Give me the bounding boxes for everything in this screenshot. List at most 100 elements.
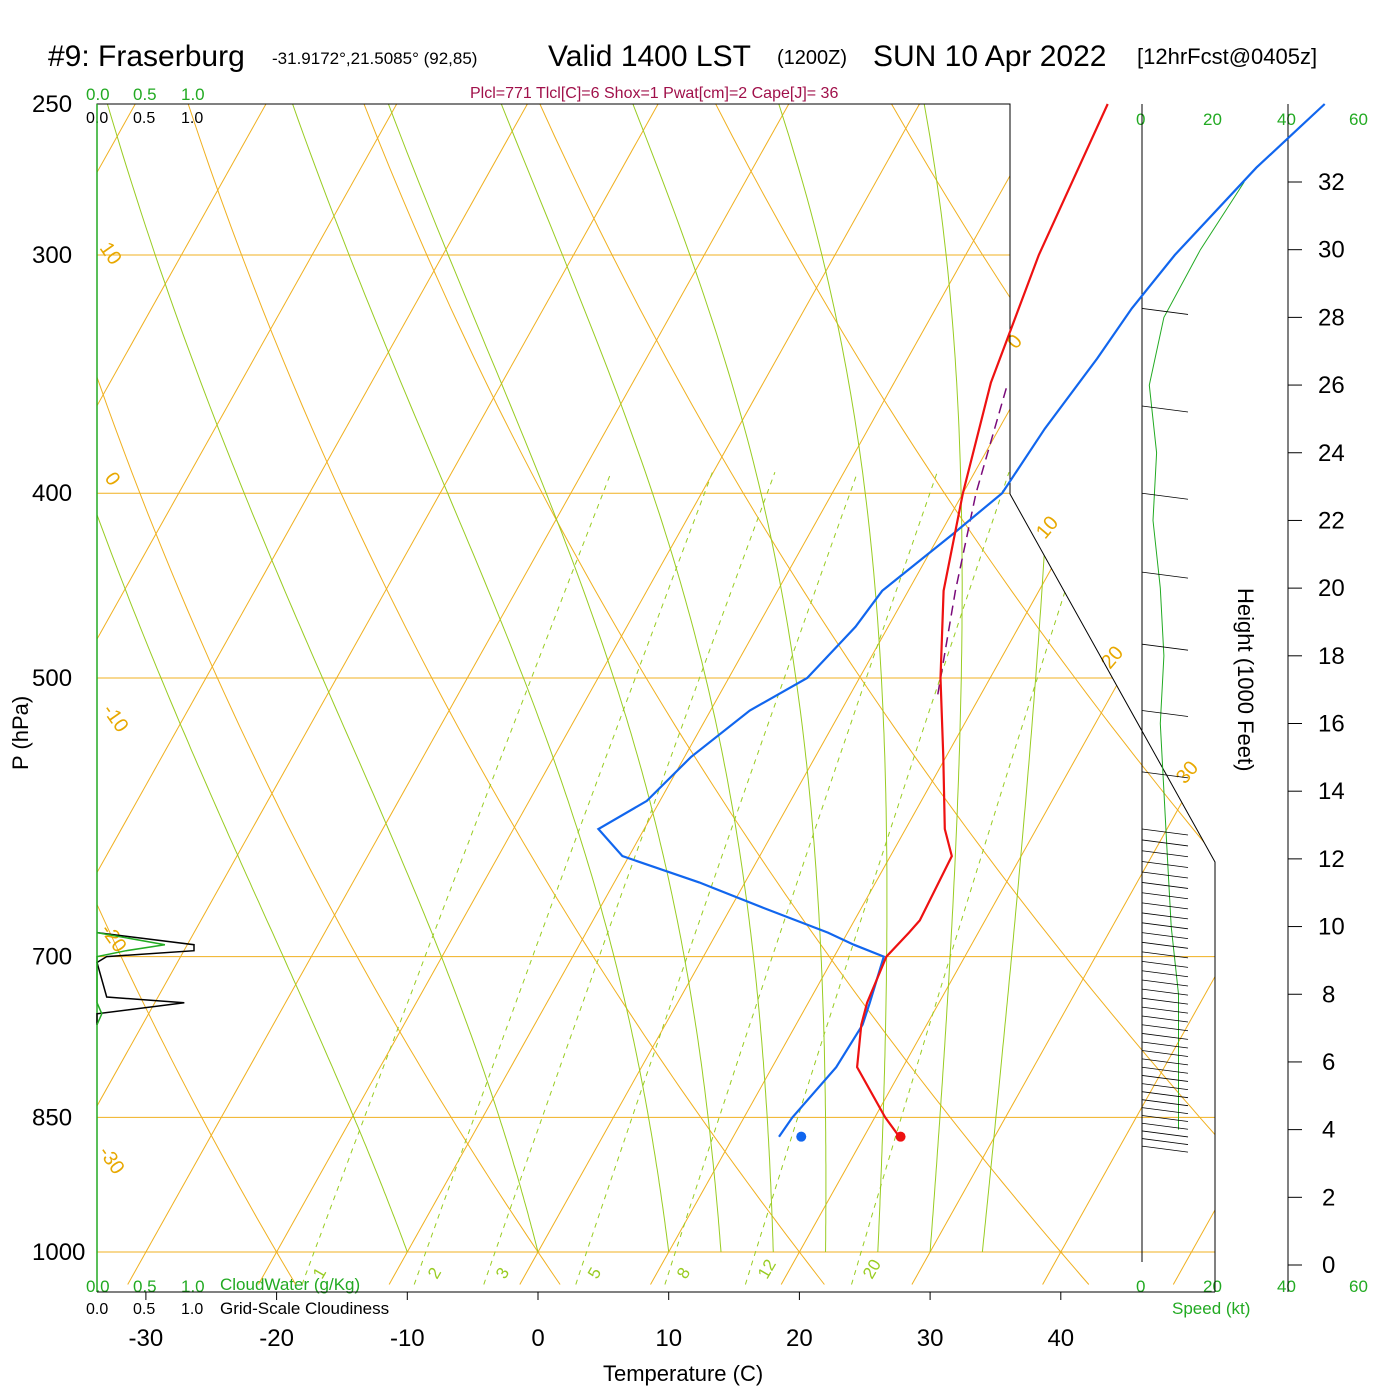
moist-adiabat — [500, 104, 774, 1253]
isotherm-label: 10 — [95, 238, 126, 269]
dry-adiabat — [0, 70, 31, 1284]
wind-barb — [1141, 1145, 1189, 1153]
y-axis-title: P (hPa) — [8, 696, 33, 770]
x-tick-label: 0 — [531, 1325, 544, 1352]
wind-barb — [1141, 912, 1189, 920]
svg-text:0.5: 0.5 — [133, 110, 155, 127]
height-tick-label: 16 — [1318, 711, 1345, 738]
wind-barb — [1141, 1083, 1189, 1091]
wind-barb — [1141, 951, 1189, 959]
isotherm-line — [911, 104, 1215, 1285]
isotherm-line — [0, 70, 24, 1284]
svg-text:40: 40 — [1277, 1277, 1296, 1296]
height-tick-label: 6 — [1322, 1049, 1335, 1076]
wind-barb — [1141, 932, 1189, 940]
svg-text:1.0: 1.0 — [181, 110, 203, 127]
wind-barb — [1141, 405, 1189, 413]
height-tick-label: 26 — [1318, 372, 1345, 399]
svg-text:40: 40 — [1277, 110, 1296, 129]
isotherm-label: 0 — [100, 468, 124, 490]
wind-barb — [1141, 308, 1189, 315]
forecast-label: [12hrFcst@0405z] — [1137, 44, 1317, 69]
height-tick-label: 22 — [1318, 507, 1345, 534]
wind-speed-line — [1148, 181, 1245, 1130]
cloudwater-profile — [96, 931, 166, 1026]
pressure-tick-label: 1000 — [32, 1239, 85, 1266]
moist-adiabat — [97, 104, 408, 1253]
dewpoint-line — [596, 103, 1326, 1138]
height-tick-label: 0 — [1322, 1252, 1335, 1279]
svg-text:0.0: 0.0 — [86, 85, 110, 104]
wind-barb — [1141, 571, 1189, 579]
isotherm-line — [97, 104, 286, 1285]
wind-barb — [1141, 1033, 1189, 1040]
parcel-line — [937, 382, 1009, 695]
isotherm-line — [1042, 104, 1215, 1285]
mixing-ratio-line — [301, 472, 612, 1285]
height-tick-label: 2 — [1322, 1184, 1335, 1211]
pressure-tick-label: 400 — [32, 480, 72, 507]
mixing-ratio-line — [664, 472, 938, 1285]
x-tick-label: -30 — [129, 1325, 164, 1352]
svg-text:0.5: 0.5 — [133, 85, 157, 104]
mixing-ratio-line — [851, 472, 1104, 1285]
sounding-params: Plcl=771 Tlcl[C]=6 Shox=1 Pwat[cm]=2 Cap… — [470, 85, 838, 102]
dry-adiabat — [97, 104, 561, 1285]
mixing-ratio-label: 5 — [584, 1264, 605, 1282]
wind-barb — [1141, 997, 1189, 1005]
isotherm-line — [1172, 104, 1215, 1285]
wind-barb — [1141, 922, 1189, 930]
wind-barb — [1141, 710, 1189, 717]
wind-barb — [1141, 1066, 1189, 1074]
surface-temperature-point — [895, 1131, 906, 1142]
isotherm-line — [257, 104, 939, 1285]
svg-text:0: 0 — [1136, 1277, 1145, 1296]
mixing-ratio-line — [744, 472, 1010, 1285]
moist-adiabat — [106, 104, 539, 1253]
svg-text:0: 0 — [1136, 110, 1145, 129]
valid-date: SUN 10 Apr 2022 — [873, 40, 1106, 73]
wind-panel-ticks: 0 20 40 60 0 20 40 60 Speed (kt) — [1136, 110, 1368, 1318]
dry-adiabat — [1045, 104, 1215, 1285]
x-tick-label: 40 — [1047, 1325, 1074, 1352]
station-coords: -31.9172°,21.5085° (92,85) — [272, 49, 477, 68]
height-tick-label: 12 — [1318, 846, 1345, 873]
isotherm-line — [97, 104, 417, 1285]
moist-adiabat — [292, 104, 670, 1253]
wind-barb — [1141, 1075, 1189, 1082]
cloudwater-label: CloudWater (g/Kg) — [220, 1275, 360, 1294]
wind-barb — [1141, 861, 1189, 868]
wind-barb — [1141, 1091, 1189, 1099]
wind-barb — [1141, 882, 1189, 889]
wind-barb — [1141, 892, 1189, 900]
height-tick-label: 28 — [1318, 304, 1345, 331]
pressure-tick-label: 500 — [32, 665, 72, 692]
wind-barb — [1141, 902, 1189, 910]
wind-barb — [1141, 979, 1189, 987]
x-tick-label: 30 — [917, 1325, 944, 1352]
mixing-ratio-line — [483, 472, 776, 1285]
dry-adiabat — [350, 104, 1090, 1285]
svg-text:20: 20 — [1203, 1277, 1222, 1296]
height-tick-label: 14 — [1318, 778, 1345, 805]
x-tick-label: 20 — [786, 1325, 813, 1352]
svg-text:1.0: 1.0 — [181, 1277, 205, 1296]
mixing-ratio-line — [413, 472, 713, 1285]
svg-text:0.0: 0.0 — [86, 1277, 110, 1296]
pressure-tick-label: 700 — [32, 944, 72, 971]
isotherm-line — [650, 104, 1215, 1285]
wind-barb — [1141, 839, 1189, 847]
height-tick-label: 24 — [1318, 440, 1345, 467]
isotherm-line — [780, 104, 1215, 1285]
isotherm-label: -30 — [94, 1142, 129, 1178]
pressure-tick-label: 250 — [32, 91, 72, 118]
svg-text:20: 20 — [1203, 110, 1222, 129]
dry-adiabat — [1394, 70, 1400, 1284]
x-axis-title: Temperature (C) — [603, 1361, 763, 1386]
plot-layer: 1 2 3 5 8 12 20100-10-20-300102030250300400500… — [0, 70, 1400, 1352]
wind-barb — [1141, 850, 1189, 858]
wind-barb — [1141, 771, 1189, 779]
mixing-ratio-label: 2 — [424, 1264, 445, 1282]
mixing-ratio-label: 12 — [754, 1256, 780, 1282]
